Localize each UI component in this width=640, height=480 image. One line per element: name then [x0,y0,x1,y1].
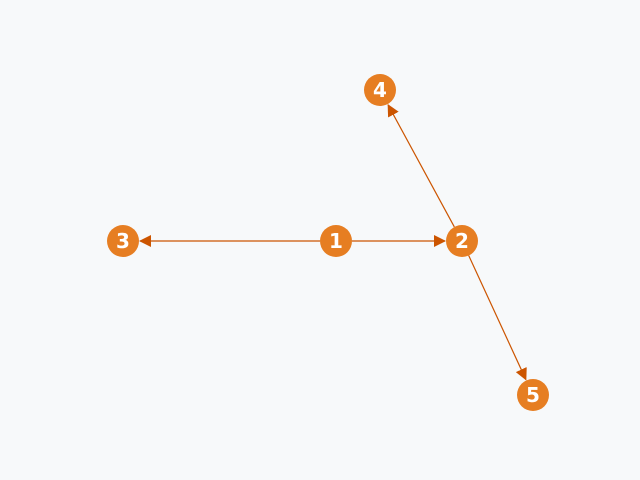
node-label: 3 [116,229,130,253]
node-label: 4 [373,78,387,102]
node-1[interactable]: 1 [320,225,352,257]
node-2[interactable]: 2 [446,225,478,257]
node-circle [517,379,549,411]
edge-2-4 [387,104,455,228]
edges-layer [139,104,527,381]
node-circle [107,225,139,257]
node-label: 1 [329,229,343,253]
node-circle [320,225,352,257]
node-label: 5 [526,383,540,407]
nodes-layer: 1 2 3 4 5 [107,74,549,411]
node-5[interactable]: 5 [517,379,549,411]
node-3[interactable]: 3 [107,225,139,257]
node-label: 2 [455,229,469,253]
edge-2-5 [468,255,527,381]
node-circle [446,225,478,257]
node-4[interactable]: 4 [364,74,396,106]
node-circle [364,74,396,106]
